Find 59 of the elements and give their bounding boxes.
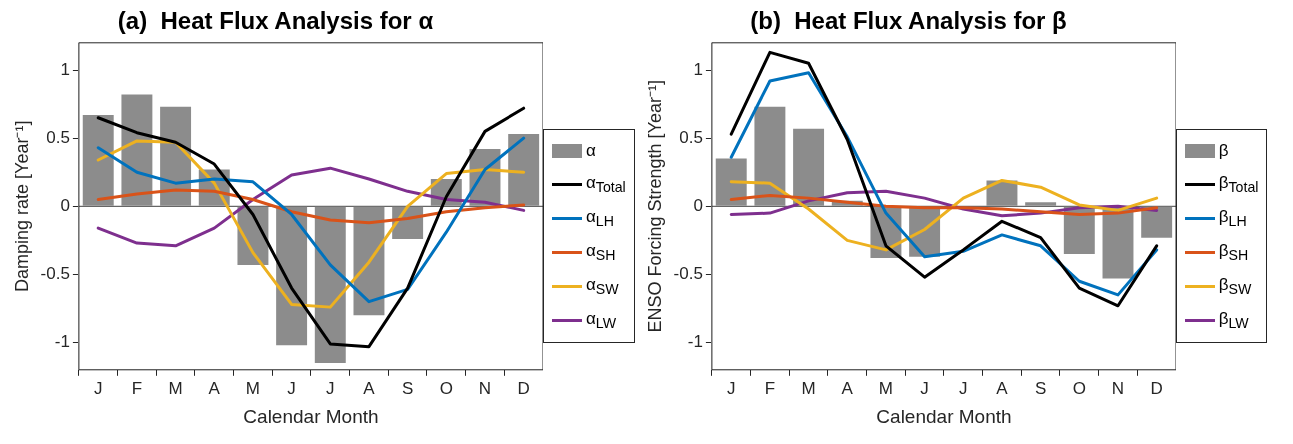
y-axis-title: Damping rate [Year⁻¹]: [11, 120, 32, 293]
x-tick-label: A: [363, 378, 376, 398]
y-tick-label: 0: [693, 195, 703, 215]
x-tick-label: A: [841, 378, 854, 398]
legend-label: α$_{Total}$: [586, 173, 626, 196]
bar: [754, 106, 786, 206]
x-tick-label: J: [958, 378, 968, 398]
legend-label: α$_{LH}$: [586, 207, 614, 230]
x-tick-label: M: [245, 378, 261, 398]
bar: [715, 158, 747, 206]
x-tick-label: D: [517, 378, 530, 398]
x-tick-label: F: [131, 378, 143, 398]
x-tick-label: O: [439, 378, 453, 398]
legend-label: α: [586, 140, 596, 161]
x-tick-label: M: [801, 378, 816, 398]
bar: [508, 134, 540, 206]
legend-label: β$_{LW}$: [1218, 309, 1249, 332]
x-tick-label: J: [920, 378, 929, 398]
legend-label: α$_{SH}$: [586, 241, 616, 264]
x-tick-label: M: [878, 378, 893, 398]
x-tick-label: O: [1072, 378, 1086, 398]
x-tick-label: J: [287, 378, 296, 398]
y-tick-label: 1: [60, 59, 70, 79]
y-tick-label: 0: [60, 195, 70, 215]
legend-label: β$_{SW}$: [1218, 275, 1252, 298]
legend-label: α$_{LW}$: [586, 309, 617, 332]
chart-title: (a) Heat Flux Analysis for α: [117, 7, 434, 35]
y-tick-label: 1: [693, 59, 703, 79]
bar: [1140, 206, 1172, 238]
x-tick-label: N: [478, 378, 492, 398]
x-axis-title: Calendar Month: [243, 405, 379, 427]
x-tick-label: M: [168, 378, 183, 398]
y-tick-label: -0.5: [673, 264, 703, 284]
legend-label: β$_{Total}$: [1218, 173, 1259, 196]
y-tick-label: -1: [687, 332, 703, 352]
y-tick-label: 0.5: [678, 127, 703, 147]
x-tick-label: D: [1150, 378, 1163, 398]
x-axis-title: Calendar Month: [876, 405, 1012, 427]
x-tick-label: S: [401, 378, 414, 398]
x-tick-label: S: [1034, 378, 1047, 398]
x-tick-label: A: [996, 378, 1009, 398]
legend-label: β: [1218, 140, 1229, 161]
legend-label: β$_{SH}$: [1218, 241, 1249, 264]
x-tick-label: J: [326, 378, 335, 398]
legend-label: α$_{SW}$: [586, 275, 619, 298]
chart-title: (b) Heat Flux Analysis for β: [749, 7, 1067, 35]
y-tick-label: 0.5: [46, 127, 70, 147]
y-tick-label: -0.5: [40, 264, 70, 284]
x-tick-label: J: [93, 378, 103, 398]
x-tick-label: A: [208, 378, 221, 398]
y-tick-label: -1: [54, 332, 70, 352]
legend-label: β$_{LH}$: [1218, 207, 1247, 230]
x-tick-label: F: [764, 378, 775, 398]
y-axis-title: ENSO Forcing Strength [Year⁻¹]: [644, 80, 665, 333]
x-tick-label: J: [726, 378, 736, 398]
bar: [82, 115, 114, 206]
bar: [792, 128, 824, 206]
bar: [1024, 202, 1056, 206]
x-tick-label: N: [1111, 378, 1124, 398]
